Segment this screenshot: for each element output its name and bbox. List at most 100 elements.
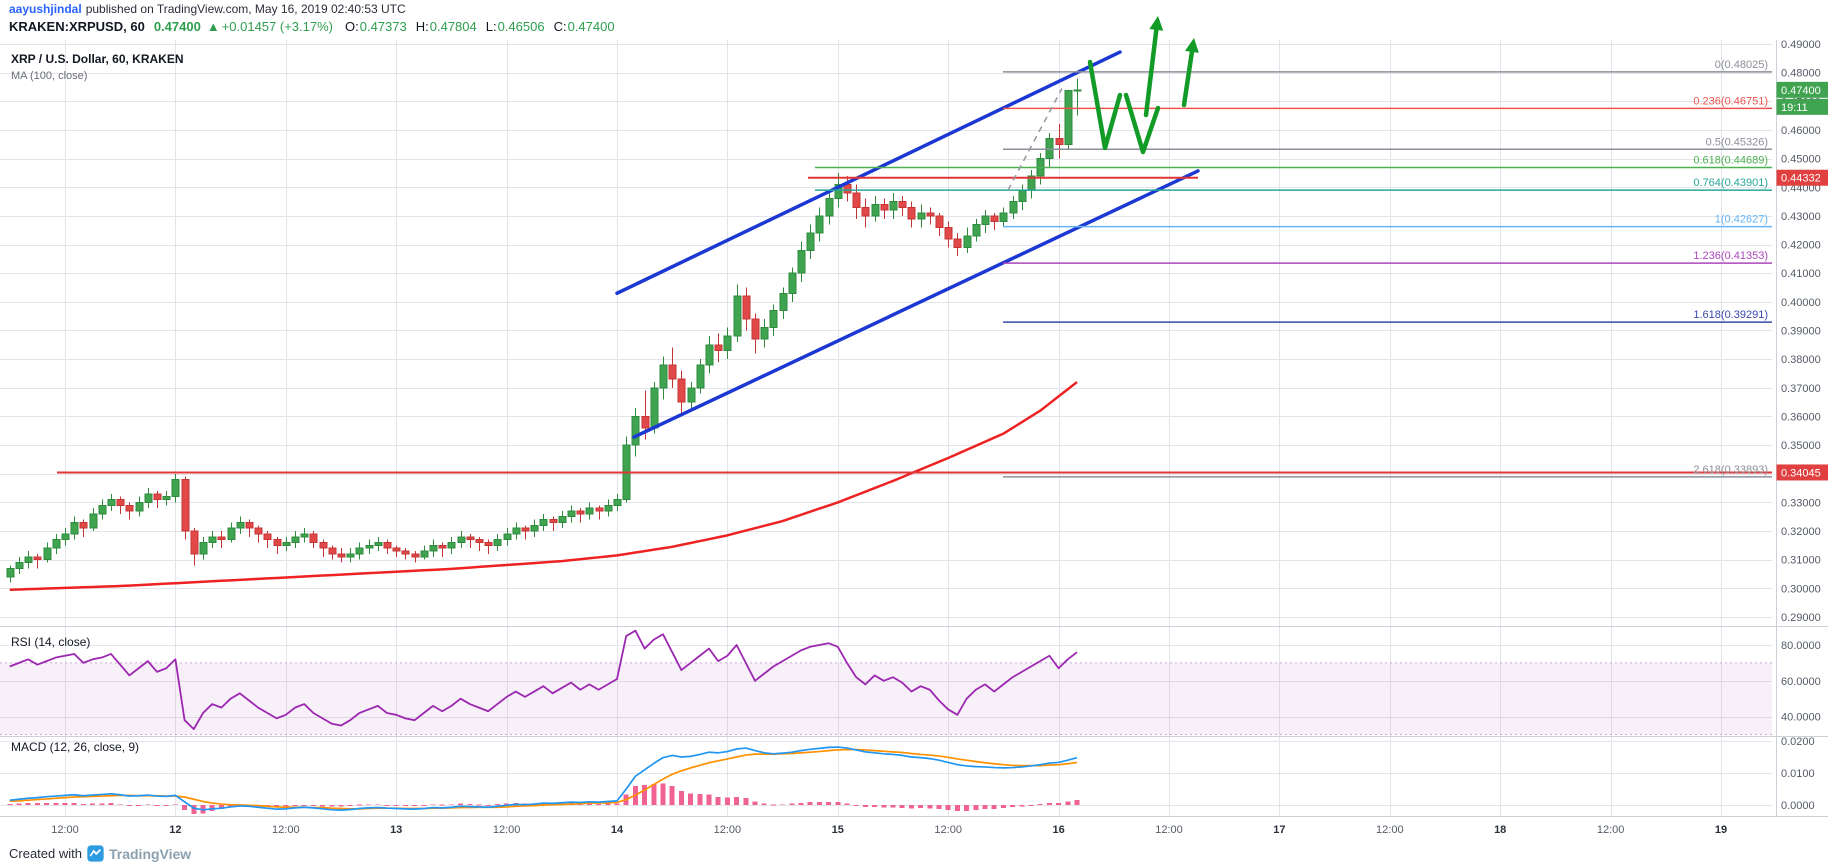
time-axis-surface[interactable]: [0, 816, 1828, 841]
candle-up: [70, 516, 79, 540]
candle-down: [217, 531, 226, 549]
price-axis-badge: 0.44332: [1776, 169, 1828, 186]
author-link[interactable]: aayushjindal: [9, 2, 82, 16]
candle-down: [116, 496, 125, 514]
candle-up: [457, 531, 466, 549]
svg-text:0.48000: 0.48000: [1781, 68, 1821, 80]
svg-text:15: 15: [832, 824, 844, 836]
fib-label: 0.764(0.43901): [1693, 177, 1768, 189]
candle-up: [760, 319, 769, 348]
svg-text:0.32000: 0.32000: [1781, 526, 1821, 538]
price-axis-badge: 0.47400: [1776, 81, 1828, 98]
svg-text:0.45000: 0.45000: [1781, 154, 1821, 166]
svg-text:12:00: 12:00: [51, 824, 79, 836]
tradingview-brand[interactable]: TradingView: [108, 845, 192, 862]
svg-text:0.46000: 0.46000: [1781, 125, 1821, 137]
price-axis-surface[interactable]: [1772, 40, 1828, 817]
candle-up: [107, 493, 116, 511]
svg-text:0.0100: 0.0100: [1781, 768, 1815, 780]
candle-up: [98, 499, 107, 520]
candle-up: [355, 542, 364, 560]
candle-down: [677, 370, 686, 414]
price-axis-badge: 19:11: [1776, 98, 1828, 115]
footer: Created with TradingView: [9, 845, 191, 862]
svg-text:0.0200: 0.0200: [1781, 736, 1815, 748]
candle-up: [585, 502, 594, 520]
publish-text: published on TradingView.com, May 16, 20…: [85, 2, 406, 16]
candle-down: [475, 536, 484, 552]
svg-text:0.42000: 0.42000: [1781, 240, 1821, 252]
svg-text:0.30000: 0.30000: [1781, 583, 1821, 595]
svg-text:16: 16: [1052, 824, 1064, 836]
macd-pane-surface[interactable]: [0, 736, 1772, 817]
channel-trendline: [615, 50, 1122, 296]
candle-down: [79, 519, 88, 537]
svg-text:0.36000: 0.36000: [1781, 411, 1821, 423]
svg-text:0.38000: 0.38000: [1781, 354, 1821, 366]
candle-up: [1064, 90, 1073, 151]
tradingview-logo[interactable]: [87, 845, 104, 862]
fib-label: 2.618(0.33893): [1693, 464, 1768, 476]
candle-down: [319, 539, 328, 557]
candle-up: [1009, 195, 1018, 219]
open-label: O:: [345, 19, 359, 34]
svg-text:12:00: 12:00: [1155, 824, 1183, 836]
candle-down: [549, 516, 558, 532]
svg-text:0.33000: 0.33000: [1781, 497, 1821, 509]
svg-text:12:00: 12:00: [1376, 824, 1404, 836]
svg-text:12:00: 12:00: [934, 824, 962, 836]
candles: [6, 78, 1082, 583]
candle-up: [171, 473, 180, 503]
candle-up: [963, 227, 972, 254]
candle-down: [521, 525, 530, 540]
svg-text:19:11: 19:11: [1781, 102, 1808, 114]
candle-down: [466, 533, 475, 549]
created-with-text: Created with: [9, 846, 82, 861]
fib-label: 0.618(0.44689): [1693, 155, 1768, 167]
candle-up: [24, 551, 33, 569]
candle-up: [227, 522, 236, 543]
fib-label: 0.236(0.46751): [1693, 95, 1768, 107]
channel-trendline: [632, 169, 1200, 439]
svg-text:80.0000: 80.0000: [1781, 640, 1821, 652]
price-pane-surface[interactable]: [0, 40, 1772, 627]
zigzag-annotation: [1123, 92, 1161, 155]
candle-up: [162, 490, 171, 506]
svg-text:40.0000: 40.0000: [1781, 712, 1821, 724]
candle-up: [282, 536, 291, 552]
candle-up: [300, 528, 309, 543]
candle-down: [742, 287, 751, 331]
svg-text:12:00: 12:00: [1597, 824, 1625, 836]
candle-up: [236, 516, 245, 534]
symbol-name: KRAKEN:XRPUSD, 60: [9, 19, 145, 34]
candle-up: [420, 545, 429, 560]
candle-down: [907, 201, 916, 228]
svg-text:0.39000: 0.39000: [1781, 326, 1821, 338]
candle-up: [622, 436, 631, 503]
candle-up: [687, 382, 696, 411]
candle-up: [374, 536, 383, 552]
candle-up: [15, 556, 24, 575]
candle-up: [825, 190, 834, 225]
candle-down: [484, 539, 493, 554]
svg-text:0.35000: 0.35000: [1781, 440, 1821, 452]
publish-bar: aayushjindal published on TradingView.com…: [9, 2, 406, 17]
candle-up: [493, 533, 502, 552]
svg-text:14: 14: [611, 824, 624, 836]
svg-text:0.47400: 0.47400: [1781, 85, 1821, 97]
change-up-arrow-icon: ▲: [206, 19, 220, 34]
svg-text:0.43000: 0.43000: [1781, 211, 1821, 223]
candle-down: [438, 542, 447, 557]
candle-up: [613, 493, 622, 511]
svg-text:0.34045: 0.34045: [1781, 467, 1821, 479]
price-change: +0.01457 (+3.17%): [221, 19, 333, 34]
candle-down: [309, 531, 318, 549]
candle-down: [337, 548, 346, 563]
candle-down: [411, 551, 420, 563]
candle-up: [567, 505, 576, 523]
svg-text:0.40000: 0.40000: [1781, 297, 1821, 309]
drawn-up-arrows: [1087, 16, 1199, 155]
last-price: 0.47400: [153, 19, 201, 34]
